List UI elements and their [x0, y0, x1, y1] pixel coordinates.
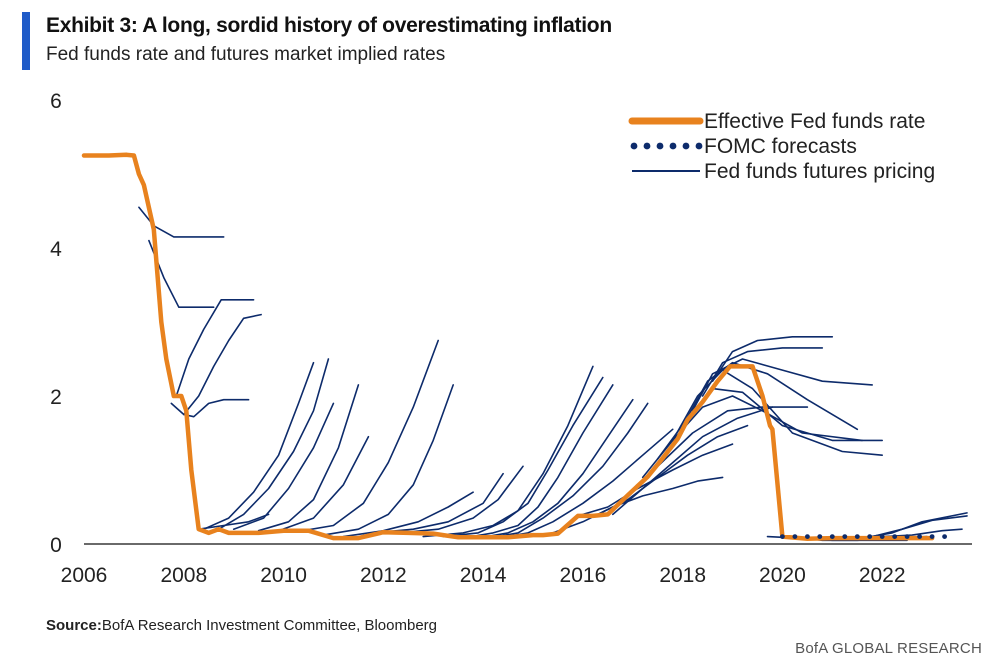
fomc-dot-2 [792, 534, 798, 539]
y-tick-label-2: 2 [50, 386, 62, 409]
futures-curve-23 [552, 476, 724, 534]
legend-dot-fomc-2 [643, 142, 651, 150]
axes: 2006 2008 2010 2012 2014 2016 2018 2020 2022 0 2 4 6 [50, 90, 972, 587]
source-note: Source:BofA Research Investment Committe… [46, 617, 437, 634]
fomc-dot-3 [805, 534, 810, 539]
futures-curve-15 [372, 472, 504, 534]
y-tick-label-4: 4 [50, 238, 62, 261]
y-tick-label-6: 6 [50, 90, 62, 113]
source-text: BofA Research Investment Committee, Bloo… [101, 617, 438, 634]
brand-footer: BofA GLOBAL RESEARCH [795, 640, 982, 657]
fomc-series [780, 534, 947, 539]
futures-curve-22 [497, 428, 674, 539]
fomc-dot-6 [842, 534, 848, 539]
fomc-dot-8 [867, 534, 873, 539]
legend-dot-fomc-4 [669, 142, 677, 150]
x-tick-label-2012: 2012 [360, 564, 407, 587]
fomc-dot-7 [854, 534, 860, 539]
futures-curve-18 [442, 376, 604, 538]
futures-curve-37 [801, 512, 968, 541]
fomc-dot-5 [829, 534, 835, 539]
futures-curve-16 [397, 465, 524, 534]
fomc-dot-10 [892, 534, 898, 539]
futures-curve-5 [183, 313, 262, 416]
futures-curve-17 [422, 365, 594, 538]
x-tick-label-2022: 2022 [859, 564, 906, 587]
legend-label-2: FOMC forecasts [704, 135, 857, 158]
x-tick-label-2020: 2020 [759, 564, 806, 587]
x-tick-label-2006: 2006 [61, 564, 108, 587]
futures-curve-26 [611, 406, 774, 516]
legend-dot-fomc-1 [630, 142, 638, 150]
futures-curve-4 [175, 298, 255, 397]
futures-curve-34 [711, 335, 834, 383]
futures-curve-3 [170, 398, 250, 418]
fomc-dot-1 [780, 534, 785, 539]
futures-curve-7 [202, 361, 315, 531]
futures-curve-32 [691, 358, 874, 412]
fomc-dot-14 [942, 534, 947, 539]
chart-title: Exhibit 3: A long, sordid history of ove… [46, 14, 612, 37]
legend-dot-fomc-6 [695, 142, 703, 150]
fomc-dot-9 [879, 534, 885, 539]
fomc-dot-13 [929, 534, 935, 539]
futures-curve-19 [462, 384, 614, 539]
futures-curve-20 [477, 398, 634, 539]
futures-curve-14 [342, 491, 474, 538]
y-tick-label-0: 0 [50, 534, 62, 557]
legend-label-1: Effective Fed funds rate [704, 110, 925, 133]
futures-series [138, 206, 968, 542]
futures-curve-8 [217, 358, 330, 531]
futures-curve-12 [297, 339, 440, 533]
chart-subtitle: Fed funds rate and futures market implie… [46, 44, 446, 65]
legend-dot-fomc-5 [682, 142, 690, 150]
x-tick-label-2018: 2018 [659, 564, 706, 587]
x-tick-label-2016: 2016 [560, 564, 607, 587]
futures-curve-6 [197, 513, 270, 531]
futures-curve-1 [138, 206, 225, 238]
x-tick-label-2008: 2008 [160, 564, 207, 587]
futures-curve-21 [487, 402, 649, 539]
futures-curve-13 [322, 384, 455, 536]
futures-curve-11 [277, 435, 370, 532]
fomc-dot-4 [817, 534, 823, 539]
futures-curve-33 [701, 347, 824, 397]
futures-curve-10 [257, 384, 360, 532]
fed-funds-chart: 2006 2008 2010 2012 2014 2016 2018 2020 2022 0 2 4 6… [50, 90, 972, 587]
x-tick-label-2010: 2010 [260, 564, 307, 587]
x-tick-label-2014: 2014 [460, 564, 507, 587]
futures-curve-30 [671, 369, 884, 457]
fomc-dot-12 [917, 534, 922, 539]
fed-funds-series [81, 152, 935, 542]
fed-funds-line [81, 152, 935, 542]
source-label: Source: [46, 617, 102, 634]
fomc-dot-11 [904, 534, 910, 539]
legend-dot-fomc-3 [656, 142, 664, 150]
futures-curve-9 [232, 402, 335, 531]
title-accent-bar [22, 12, 30, 70]
legend-label-3: Fed funds futures pricing [704, 160, 935, 183]
